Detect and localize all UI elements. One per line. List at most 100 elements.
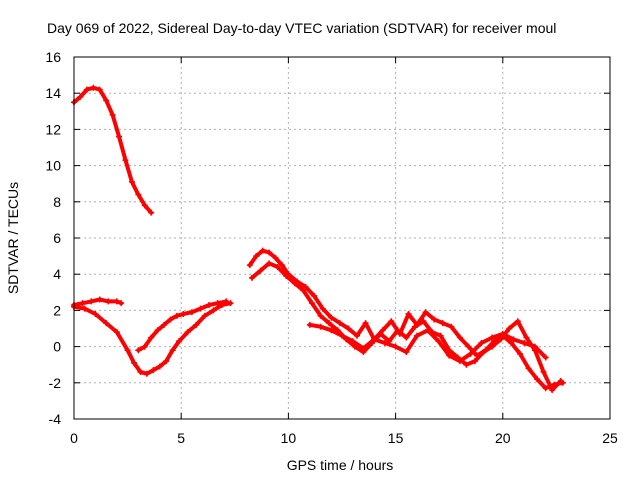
data-point bbox=[109, 111, 116, 118]
data-point bbox=[223, 298, 230, 305]
data-point bbox=[523, 334, 530, 341]
data-point bbox=[379, 327, 386, 334]
data-point bbox=[266, 260, 273, 267]
data-point bbox=[135, 347, 142, 354]
series-track-c bbox=[71, 300, 234, 377]
data-point bbox=[467, 350, 474, 357]
data-point bbox=[272, 254, 279, 261]
data-point bbox=[143, 370, 150, 377]
data-point bbox=[105, 298, 112, 305]
data-point bbox=[557, 377, 564, 384]
data-point bbox=[161, 321, 168, 328]
data-point bbox=[508, 339, 515, 346]
data-point bbox=[90, 84, 97, 91]
x-tick-label: 10 bbox=[281, 430, 297, 446]
data-point bbox=[542, 354, 549, 361]
grid-lines bbox=[74, 57, 610, 419]
data-point bbox=[435, 338, 442, 345]
data-point bbox=[463, 361, 470, 368]
data-point bbox=[336, 320, 343, 327]
data-point bbox=[422, 309, 429, 316]
data-point bbox=[92, 311, 99, 318]
data-point bbox=[116, 133, 123, 140]
x-tick-label: 15 bbox=[388, 430, 404, 446]
data-point bbox=[480, 349, 487, 356]
data-point bbox=[424, 327, 431, 334]
data-point bbox=[394, 327, 401, 334]
data-point bbox=[317, 312, 324, 319]
data-point bbox=[497, 336, 504, 343]
data-point bbox=[349, 338, 356, 345]
data-point bbox=[411, 323, 418, 330]
data-point bbox=[446, 352, 453, 359]
y-tick-label: 0 bbox=[53, 339, 61, 355]
series-track-f bbox=[248, 260, 564, 394]
data-point bbox=[437, 332, 444, 339]
data-point bbox=[266, 249, 273, 256]
x-tick-label: 5 bbox=[177, 430, 185, 446]
data-point bbox=[405, 311, 412, 318]
data-point bbox=[403, 334, 410, 341]
data-point bbox=[118, 300, 125, 307]
data-point bbox=[163, 358, 170, 365]
data-point bbox=[154, 327, 161, 334]
x-tick-label: 0 bbox=[70, 430, 78, 446]
data-point bbox=[141, 343, 148, 350]
data-point bbox=[317, 323, 324, 330]
data-point bbox=[371, 336, 378, 343]
data-point bbox=[439, 320, 446, 327]
data-point bbox=[257, 267, 264, 274]
data-point bbox=[326, 320, 333, 327]
y-tick-label: 2 bbox=[53, 302, 61, 318]
data-point bbox=[77, 93, 84, 100]
data-point bbox=[531, 343, 538, 350]
data-point bbox=[169, 347, 176, 354]
y-tick-label: -4 bbox=[49, 411, 62, 427]
data-point bbox=[339, 332, 345, 339]
data-point bbox=[176, 338, 183, 345]
data-point bbox=[81, 305, 88, 312]
data-point bbox=[283, 273, 290, 280]
data-point bbox=[122, 157, 129, 164]
data-point bbox=[471, 358, 478, 365]
data-point bbox=[193, 321, 200, 328]
data-point bbox=[227, 300, 234, 307]
data-point bbox=[525, 365, 532, 372]
data-point bbox=[113, 298, 120, 305]
data-point bbox=[540, 368, 547, 375]
data-point bbox=[306, 321, 313, 328]
data-point bbox=[103, 320, 110, 327]
data-point bbox=[302, 283, 309, 290]
data-point bbox=[83, 86, 90, 93]
data-point bbox=[188, 309, 195, 316]
data-point bbox=[131, 359, 138, 366]
x-axis-label: GPS time / hours bbox=[287, 457, 394, 473]
data-point bbox=[156, 363, 163, 370]
data-point bbox=[180, 311, 187, 318]
data-point bbox=[489, 334, 496, 341]
data-point bbox=[431, 316, 438, 323]
series-track-g bbox=[306, 321, 549, 365]
data-point bbox=[489, 343, 496, 350]
series-track-b bbox=[71, 296, 125, 308]
x-tick-label: 25 bbox=[602, 430, 618, 446]
data-point bbox=[354, 332, 361, 339]
data-point bbox=[510, 336, 517, 343]
y-tick-label: 4 bbox=[53, 266, 61, 282]
data-point bbox=[150, 367, 157, 374]
data-point bbox=[542, 385, 549, 392]
data-point bbox=[414, 332, 421, 339]
data-point bbox=[534, 376, 541, 383]
data-point bbox=[246, 262, 253, 269]
data-point bbox=[362, 320, 369, 327]
y-tick-label: 12 bbox=[45, 121, 61, 137]
data-point bbox=[403, 349, 410, 356]
data-point bbox=[328, 314, 335, 321]
plot-border bbox=[73, 56, 611, 420]
data-point bbox=[381, 339, 388, 346]
data-point bbox=[148, 209, 155, 216]
data-point bbox=[206, 301, 213, 308]
data-point bbox=[214, 300, 221, 307]
